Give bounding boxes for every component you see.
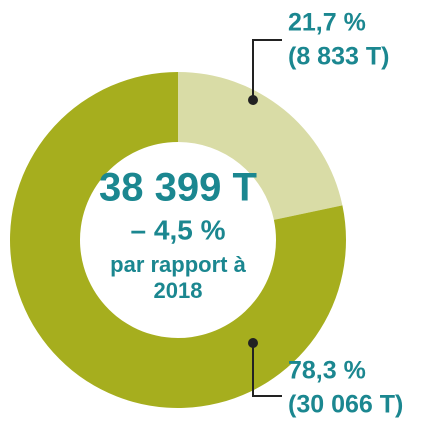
slice bbox=[10, 72, 347, 408]
slices bbox=[10, 72, 347, 408]
center-note: par rapport à bbox=[110, 252, 246, 277]
secondary-label: (8 833 T) bbox=[288, 43, 389, 71]
center-total: 38 399 T bbox=[99, 166, 257, 210]
secondary-label: (30 066 T) bbox=[288, 391, 403, 419]
center-year: 2018 bbox=[154, 278, 203, 303]
value-label: 21,7 % bbox=[288, 9, 366, 37]
leader-dot bbox=[248, 338, 258, 348]
center-change: – 4,5 % bbox=[131, 214, 226, 245]
leader-line bbox=[252, 39, 282, 100]
leader-dot bbox=[248, 95, 258, 105]
slice bbox=[178, 72, 343, 220]
value-label: 78,3 % bbox=[288, 357, 366, 385]
leader-line bbox=[252, 343, 282, 397]
